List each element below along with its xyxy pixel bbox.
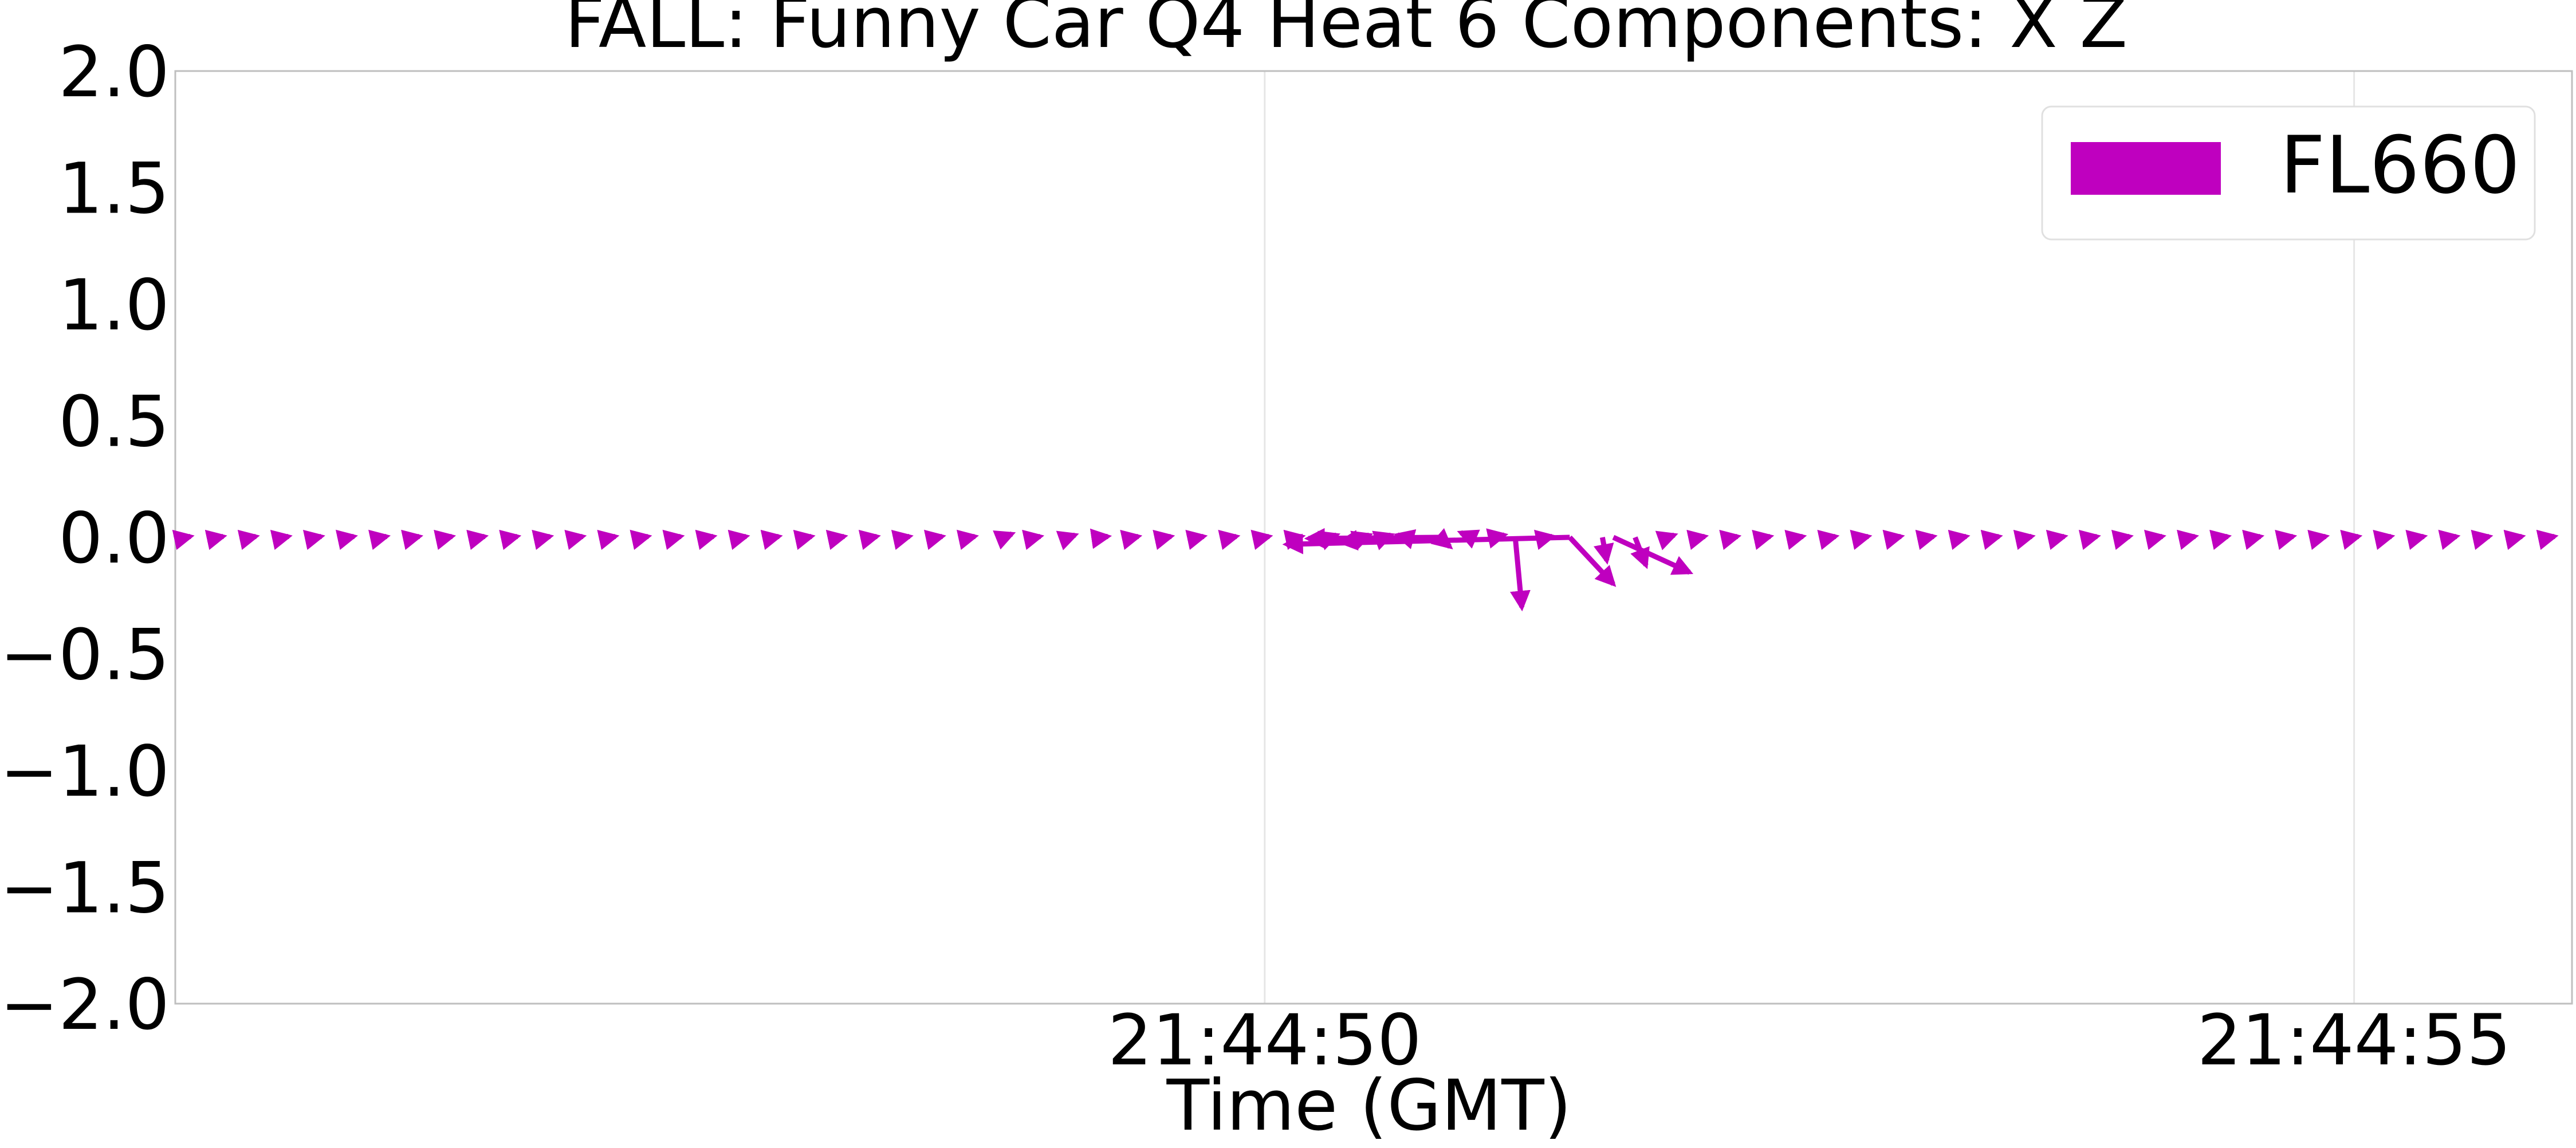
vector-field	[172, 528, 2559, 612]
vector-arrow	[1510, 537, 1531, 612]
x-axis-label: Time (GMT)	[1166, 1065, 1572, 1146]
vector-arrow	[1250, 529, 1273, 551]
vector-arrow	[2242, 529, 2265, 551]
vector-arrow	[499, 529, 522, 551]
y-tick-label: 1.5	[58, 148, 170, 230]
vector-arrow	[1594, 537, 1614, 565]
y-tick-label: −0.5	[0, 615, 170, 696]
vector-arrow	[2078, 529, 2101, 551]
vector-arrow	[1980, 529, 2003, 551]
vector-arrow	[335, 529, 358, 551]
vector-arrow	[1090, 528, 1112, 549]
vector-arrow	[2405, 529, 2428, 551]
vector-arrow	[2177, 529, 2200, 551]
vector-arrow	[1218, 529, 1241, 551]
vector-arrow	[793, 529, 816, 551]
vector-arrow	[2373, 529, 2396, 551]
vector-arrow	[270, 529, 293, 551]
vector-arrow	[434, 529, 457, 551]
vector-arrow	[923, 529, 946, 551]
vector-arrow	[1850, 529, 1873, 551]
y-tick-label: 2.0	[58, 32, 170, 113]
vector-arrow	[2144, 529, 2166, 551]
vector-arrow	[302, 529, 325, 551]
vector-arrow	[957, 529, 979, 551]
y-axis-ticks: 2.0 1.5 1.0 0.5 0.0 −0.5 −1.0 −1.5 −2.0	[0, 32, 170, 1045]
vector-arrow	[662, 529, 685, 551]
vector-arrow	[2471, 529, 2494, 551]
vector-arrow-large	[1282, 533, 1570, 555]
vector-arrow	[237, 529, 260, 551]
vector-arrow	[1752, 529, 1775, 551]
vector-arrow	[1948, 529, 1971, 551]
vector-arrow	[825, 529, 848, 551]
y-tick-label: 1.0	[58, 265, 170, 346]
y-tick-label: 0.5	[58, 382, 170, 463]
legend: FL660	[2041, 105, 2536, 241]
vector-arrow	[2275, 529, 2298, 551]
vector-arrow	[204, 529, 227, 551]
vector-arrow	[1817, 529, 1840, 551]
vector-arrow	[858, 529, 881, 551]
vector-arrow	[564, 529, 587, 551]
vector-arrow	[2438, 529, 2461, 551]
vector-arrow	[993, 530, 1016, 550]
vector-arrow	[1022, 529, 1045, 551]
vector-arrow	[2209, 529, 2232, 551]
vector-arrow	[760, 529, 783, 551]
vector-arrow	[1185, 529, 1208, 551]
vector-arrow	[1882, 529, 1905, 551]
legend-swatch-fl660	[2071, 142, 2221, 195]
vector-arrow	[2046, 529, 2068, 551]
x-tick-label: 21:44:55	[2197, 1000, 2511, 1081]
vector-arrow	[1568, 535, 1617, 587]
vector-arrow	[630, 529, 652, 551]
vector-arrow	[401, 529, 424, 551]
vector-arrow	[1655, 530, 1678, 551]
vector-arrow	[368, 529, 391, 551]
y-tick-label: −1.0	[0, 731, 170, 812]
vector-arrow	[1120, 529, 1143, 551]
vector-arrow	[2307, 529, 2330, 551]
x-axis-ticks: 21:44:50 21:44:55	[1108, 1000, 2511, 1081]
y-tick-label: −1.5	[0, 848, 170, 929]
vector-arrow-large	[1612, 534, 1694, 575]
vector-arrow	[1457, 529, 1480, 549]
vector-arrow	[1915, 529, 1938, 551]
vector-arrow	[2111, 529, 2134, 551]
vector-arrow	[1283, 529, 1306, 551]
vector-arrow	[466, 529, 489, 551]
vector-arrow	[1719, 529, 1742, 551]
vector-arrow	[2340, 529, 2363, 551]
vector-arrow	[727, 529, 750, 551]
vector-arrow	[1056, 530, 1079, 551]
vector-arrow	[2503, 529, 2526, 551]
legend-frame	[2041, 105, 2536, 241]
vector-arrow	[532, 529, 554, 551]
vector-arrow	[1784, 529, 1807, 551]
vector-arrow	[1153, 529, 1175, 551]
vector-arrow	[2013, 529, 2036, 551]
vector-arrow	[891, 529, 914, 551]
vector-arrow	[2536, 529, 2559, 551]
vector-arrow	[597, 529, 620, 551]
vector-arrow-large	[1336, 530, 1385, 551]
y-tick-label: −2.0	[0, 964, 170, 1045]
y-tick-label: 0.0	[58, 498, 170, 579]
vector-arrow	[172, 529, 195, 551]
chart-title: FALL: Funny Car Q4 Heat 6 Components: X …	[565, 0, 2127, 64]
x-tick-label: 21:44:50	[1108, 1000, 1422, 1081]
legend-label-fl660: FL660	[2280, 119, 2520, 211]
vector-arrow	[695, 529, 718, 551]
vector-arrow	[1686, 529, 1709, 551]
